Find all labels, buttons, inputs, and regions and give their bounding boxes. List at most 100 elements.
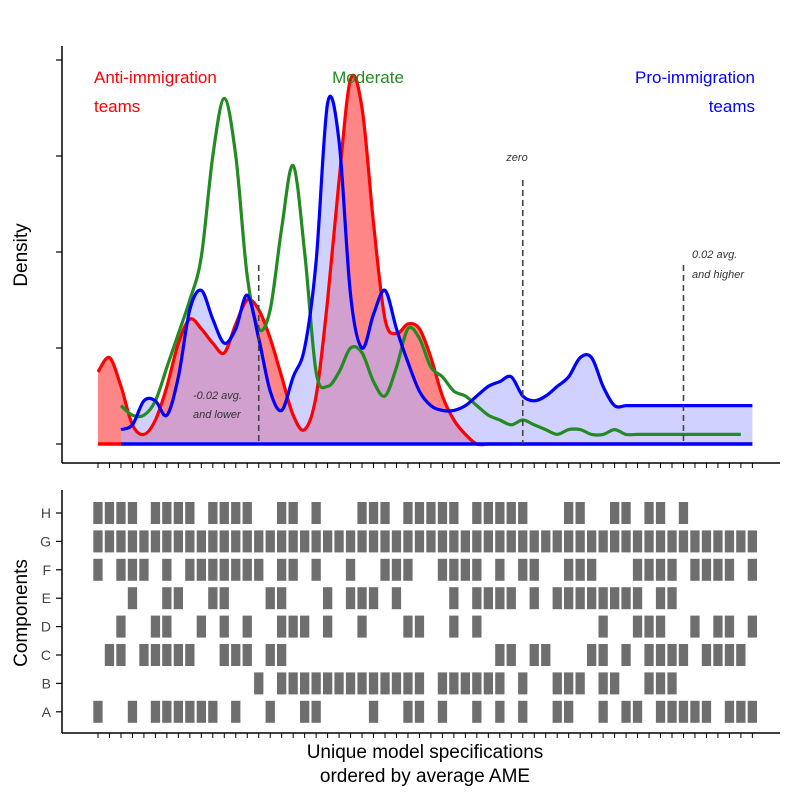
tile-G-40: [541, 530, 551, 553]
tile-H-24: [357, 502, 367, 524]
tile-E-12: [219, 587, 229, 610]
tile-G-50: [655, 530, 666, 553]
tile-B-42: [564, 672, 574, 695]
tile-H-47: [621, 502, 631, 524]
component-label-F: F: [42, 562, 51, 578]
tile-G-9: [185, 530, 195, 553]
tile-C-13: [231, 644, 241, 666]
tile-H-8: [173, 502, 183, 524]
tile-D-29: [414, 615, 425, 638]
tile-E-36: [495, 587, 505, 610]
tile-A-6: [150, 700, 161, 723]
tile-C-39: [529, 644, 539, 666]
tile-C-14: [242, 644, 252, 666]
x-axis-label-line2: ordered by average AME: [320, 766, 530, 787]
annotation-low-line2: and lower: [193, 409, 242, 421]
tile-E-46: [610, 587, 620, 610]
tile-D-49: [644, 615, 654, 638]
tile-G-44: [587, 530, 597, 553]
tile-E-51: [667, 587, 677, 610]
tile-C-44: [587, 644, 597, 666]
tile-C-6: [150, 644, 161, 666]
tile-G-13: [231, 530, 241, 553]
tile-A-9: [185, 700, 195, 723]
components-axis-label: Components: [11, 559, 32, 667]
tile-A-8: [173, 700, 183, 723]
tile-H-9: [185, 502, 195, 524]
tile-C-45: [598, 644, 608, 666]
tile-E-11: [208, 587, 218, 610]
tile-D-21: [323, 615, 333, 638]
tile-H-30: [426, 502, 436, 524]
tile-F-49: [644, 558, 654, 581]
tile-A-29: [414, 700, 425, 723]
tile-B-15: [254, 672, 264, 695]
tile-C-55: [713, 644, 723, 666]
tile-C-16: [265, 644, 275, 666]
tile-H-46: [610, 502, 620, 524]
tile-C-47: [621, 644, 631, 666]
tile-G-33: [460, 530, 470, 553]
tile-F-54: [701, 558, 712, 581]
tile-E-4: [127, 587, 138, 610]
tile-A-19: [300, 700, 310, 723]
tile-H-52: [678, 502, 689, 524]
tile-C-17: [277, 644, 287, 666]
tile-A-10: [196, 700, 206, 723]
tile-A-52: [678, 700, 689, 723]
tile-H-14: [242, 502, 252, 524]
tile-G-58: [747, 530, 757, 553]
tile-G-7: [162, 530, 172, 553]
tile-H-6: [150, 502, 161, 524]
tile-F-39: [529, 558, 539, 581]
tile-H-25: [368, 502, 379, 524]
component-label-B: B: [42, 675, 51, 691]
tile-F-44: [587, 558, 597, 581]
tile-G-52: [678, 530, 689, 553]
tile-B-20: [311, 672, 321, 695]
tile-G-12: [219, 530, 229, 553]
tile-G-29: [414, 530, 425, 553]
annotation-high-line2: and higher: [692, 269, 745, 281]
tile-C-49: [644, 644, 654, 666]
tile-G-41: [552, 530, 562, 553]
tile-G-4: [127, 530, 138, 553]
tile-B-28: [403, 672, 413, 695]
tile-G-2: [104, 530, 115, 553]
tile-H-17: [277, 502, 287, 524]
tile-A-20: [311, 700, 321, 723]
tile-B-18: [288, 672, 298, 695]
tile-D-24: [357, 615, 367, 638]
tile-C-12: [219, 644, 229, 666]
tile-H-38: [518, 502, 528, 524]
tile-F-17: [277, 558, 287, 581]
tile-F-10: [196, 558, 206, 581]
tile-B-27: [391, 672, 402, 695]
tile-H-35: [483, 502, 493, 524]
tile-G-1: [93, 530, 103, 553]
tile-G-31: [437, 530, 448, 553]
tile-G-54: [701, 530, 712, 553]
tile-G-16: [265, 530, 275, 553]
tile-B-34: [472, 672, 482, 695]
tile-F-14: [242, 558, 252, 581]
tile-D-18: [288, 615, 298, 638]
tile-C-7: [162, 644, 172, 666]
tile-F-12: [219, 558, 229, 581]
tile-G-48: [632, 530, 643, 553]
tile-D-53: [690, 615, 700, 638]
tile-B-21: [323, 672, 333, 695]
tile-B-23: [345, 672, 356, 695]
tile-B-38: [518, 672, 528, 695]
tile-A-41: [552, 700, 562, 723]
annotation-low-line1: -0.02 avg.: [193, 390, 242, 402]
tile-F-42: [564, 558, 574, 581]
tile-G-39: [529, 530, 539, 553]
tile-A-36: [495, 700, 505, 723]
tile-F-50: [655, 558, 666, 581]
tile-H-32: [449, 502, 459, 524]
tile-E-43: [575, 587, 585, 610]
component-label-G: G: [40, 533, 51, 549]
tile-G-11: [208, 530, 218, 553]
tile-D-45: [598, 615, 608, 638]
